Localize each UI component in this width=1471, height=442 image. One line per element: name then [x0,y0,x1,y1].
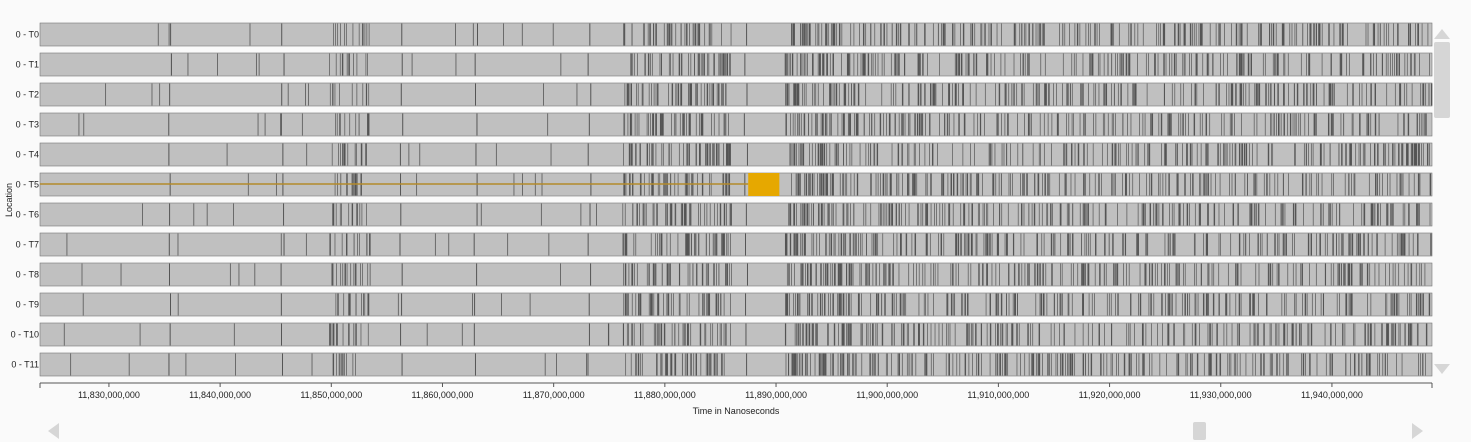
lane-bar[interactable] [39,202,1433,227]
lane-bar[interactable] [39,142,1433,167]
x-tick-label: 11,840,000,000 [189,390,251,400]
lane-0-t8[interactable]: 0 - T8 [16,262,1433,287]
lane-bar[interactable] [39,292,1433,317]
lane-bar[interactable] [39,232,1433,257]
lane-0-t11[interactable]: 0 - T11 [11,352,1433,377]
event-lines [66,233,1432,256]
lane-0-t9[interactable]: 0 - T9 [16,292,1433,317]
horizontal-scroll-thumb[interactable] [1193,422,1206,440]
lane-label: 0 - T1 [16,60,39,70]
lane-0-t2[interactable]: 0 - T2 [16,82,1433,107]
event-lines [157,23,1429,46]
lane-bar[interactable] [39,112,1433,137]
lane-group: 0 - T0 0 - T1 0 - T2 0 - T3 0 - T4 0 - T5 0 - … [11,22,1433,377]
lane-bar[interactable] [39,22,1433,47]
x-axis-title: Time in Nanoseconds [693,406,780,416]
highlight-group [40,173,780,196]
x-tick-label: 11,890,000,000 [745,390,807,400]
x-tick-label: 11,900,000,000 [856,390,918,400]
event-lines [168,143,1430,166]
triangle-down-icon[interactable] [1434,364,1450,374]
triangle-up-icon[interactable] [1434,29,1450,39]
x-tick-label: 11,920,000,000 [1079,390,1141,400]
lane-label: 0 - T2 [16,90,39,100]
lane-label: 0 - T10 [11,330,39,340]
lane-bar[interactable] [39,322,1433,347]
lane-label: 0 - T8 [16,270,39,280]
lane-0-t3[interactable]: 0 - T3 [16,112,1433,137]
x-tick-label: 11,930,000,000 [1190,390,1252,400]
lane-label: 0 - T4 [16,150,39,160]
lane-label: 0 - T11 [11,360,39,370]
lane-0-t0[interactable]: 0 - T0 [16,22,1433,47]
lane-0-t7[interactable]: 0 - T7 [16,232,1433,257]
vertical-scroll-thumb[interactable] [1434,42,1450,118]
highlight-block[interactable] [748,173,780,196]
lane-0-t1[interactable]: 0 - T1 [16,52,1433,77]
vertical-scrollbar[interactable] [1434,29,1450,374]
x-tick-label: 11,870,000,000 [523,390,585,400]
x-tick-label: 11,910,000,000 [967,390,1029,400]
event-lines [169,173,1432,196]
x-tick-label: 11,880,000,000 [634,390,696,400]
x-axis: 11,830,000,000 11,840,000,000 11,850,000,0… [39,382,1433,400]
event-lines [78,113,1427,136]
lane-bar[interactable] [39,52,1433,77]
lane-0-t10[interactable]: 0 - T10 [11,322,1433,347]
lane-label: 0 - T3 [16,120,39,130]
lane-label: 0 - T6 [16,210,39,220]
triangle-left-icon[interactable] [48,423,59,439]
lane-0-t4[interactable]: 0 - T4 [16,142,1433,167]
horizontal-scrollbar[interactable] [48,422,1423,440]
event-lines [105,83,1433,106]
event-lines [82,293,1431,316]
lane-bar[interactable] [39,262,1433,287]
lane-label: 0 - T9 [16,300,39,310]
lane-label: 0 - T7 [16,240,39,250]
lane-bar[interactable] [39,352,1433,377]
event-lines [170,53,1431,76]
x-tick-label: 11,850,000,000 [300,390,362,400]
y-axis-title: Location [4,183,14,217]
event-lines [81,263,1426,286]
lane-label: 0 - T5 [16,180,39,190]
lane-bar[interactable] [39,82,1433,107]
event-lines [70,353,1426,376]
lane-label: 0 - T0 [16,30,39,40]
lane-0-t6[interactable]: 0 - T6 [16,202,1433,227]
event-lines [142,203,1431,226]
x-tick-label: 11,940,000,000 [1301,390,1363,400]
x-tick-label: 11,860,000,000 [412,390,474,400]
event-lines [63,323,1428,346]
triangle-right-icon[interactable] [1412,423,1423,439]
x-tick-label: 11,830,000,000 [78,390,140,400]
